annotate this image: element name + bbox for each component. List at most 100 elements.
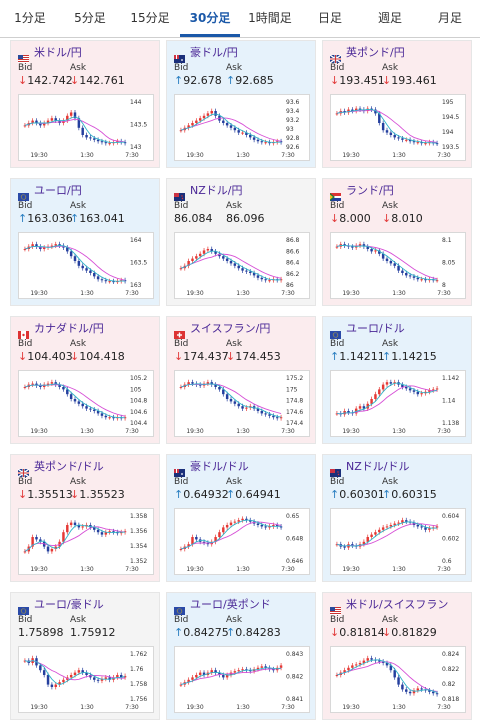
currency-pair-link[interactable]: 米ドル/円 [34, 46, 82, 59]
mini-chart[interactable]: 86.8 86.6 86.4 86.2 86 19:30 1:30 7:30 [174, 232, 310, 299]
ma-short-line [180, 519, 282, 550]
down-arrow-icon: ↓ [330, 212, 340, 225]
rate-card[interactable]: 米ドル/スイスフラン Bid Ask ↓0.81814 ↓0.81829 0.824 0.8… [322, 592, 472, 720]
ma-long-line [180, 253, 282, 279]
price-values: ↑1.14211 ↑1.14215 [330, 350, 466, 364]
candle-bull [397, 522, 400, 524]
currency-pair-link[interactable]: NZドル/ドル [346, 460, 410, 473]
mini-chart[interactable]: 1.358 1.356 1.354 1.352 19:30 1:30 7:30 [18, 508, 154, 575]
y-tick-label: 104.6 [130, 409, 147, 416]
candle-bear [100, 413, 104, 416]
currency-pair-link[interactable]: 豪ドル/ドル [190, 460, 249, 473]
ask-label: Ask [382, 339, 399, 349]
candle-bull [374, 394, 377, 399]
bid-label: Bid [18, 201, 33, 211]
x-tick-label: 19:30 [186, 428, 203, 435]
candlestick-chart: 164 163.5 163 19:30 1:30 7:30 [23, 237, 147, 297]
currency-pair-link[interactable]: ランド/円 [346, 184, 394, 197]
tab-7[interactable]: 月足 [437, 11, 462, 25]
currency-pair-link[interactable]: ユーロ/豪ドル [34, 598, 104, 611]
candle-bear [362, 406, 366, 409]
flag-icon [330, 600, 341, 615]
flag-icon [330, 324, 341, 339]
mini-chart[interactable]: 0.824 0.822 0.82 0.818 19:30 1:30 7:30 [330, 646, 466, 713]
mini-chart[interactable]: 195 194.5 194 193.5 19:30 1:30 7:30 [330, 94, 466, 161]
rate-card[interactable]: ユーロ/英ポンド Bid Ask ↑0.84275 ↑0.84283 0.843 0.842… [166, 592, 316, 720]
flag-icon [18, 324, 29, 339]
rate-card[interactable]: NZドル/円 Bid Ask 86.084 86.096 86.8 86.6 86.4 86.2… [166, 178, 316, 306]
currency-pair-link[interactable]: ユーロ/円 [34, 184, 82, 197]
candle-bull [431, 389, 435, 391]
tab-5[interactable]: 日足 [317, 11, 342, 25]
mini-chart[interactable]: 105.2 105 104.8 104.6 104.4 19:30 1:30 7:30 [18, 370, 154, 437]
mini-chart[interactable]: 164 163.5 163 19:30 1:30 7:30 [18, 232, 154, 299]
rate-card[interactable]: 豪ドル/円 Bid Ask ↑92.678 ↑92.685 93.6 93.4 93.2 93 9… [166, 40, 316, 168]
candle-bear [100, 279, 104, 281]
rate-card[interactable]: NZドル/ドル Bid Ask ↑0.60301 ↑0.60315 0.604 0.602 0… [322, 454, 472, 582]
rate-card[interactable]: ユーロ/豪ドル Bid Ask 1.75898 1.75912 1.762 1.76 1.75… [10, 592, 160, 720]
currency-pair-link[interactable]: ユーロ/英ポンド [190, 598, 271, 611]
candle-bear [69, 251, 73, 257]
candle-bear [343, 546, 346, 548]
rate-card[interactable]: スイスフラン/円 Bid Ask ↓174.437 ↓174.453 175.2 175 17… [166, 316, 316, 444]
candle-bear [256, 408, 260, 411]
rate-card[interactable]: 英ポンド/円 Bid Ask ↓193.451 ↓193.461 195 194.5 194 1… [322, 40, 472, 168]
mini-chart[interactable]: 175.2 175 174.8 174.6 174.4 19:30 1:30 7:30 [174, 370, 310, 437]
tab-3[interactable]: 30分足 [180, 0, 240, 37]
currency-pair-link[interactable]: スイスフラン/円 [190, 322, 271, 335]
down-arrow-icon: ↓ [382, 626, 392, 639]
flag-icon [174, 324, 185, 339]
price-labels: Bid Ask [330, 477, 466, 488]
tab-6[interactable]: 週足 [377, 11, 402, 25]
rate-card[interactable]: ユーロ/ドル Bid Ask ↑1.14211 ↑1.14215 1.142 1.14 1.1… [322, 316, 472, 444]
mini-chart[interactable]: 0.843 0.842 0.841 19:30 1:30 7:30 [174, 646, 310, 713]
y-tick-label: 86.6 [286, 248, 300, 255]
rate-card[interactable]: カナダドル/円 Bid Ask ↓104.403 ↓104.418 105.2 105 104… [10, 316, 160, 444]
rate-card[interactable]: 米ドル/円 Bid Ask ↓142.742 ↓142.761 144 143.5 143 19… [10, 40, 160, 168]
tab-4[interactable]: 1時間足 [248, 11, 292, 25]
candle-bear [100, 141, 104, 143]
timeframe-tabs: 1分足 5分足 15分足 30分足 1時間足 日足 週足 月足 [0, 0, 480, 38]
currency-pair-link[interactable]: 英ポンド/ドル [34, 460, 104, 473]
currency-pair-link[interactable]: カナダドル/円 [34, 322, 104, 335]
candle-bull [69, 112, 73, 116]
mini-chart[interactable]: 0.65 0.648 0.646 19:30 1:30 7:30 [174, 508, 310, 575]
candle-bull [195, 675, 198, 678]
rate-card[interactable]: ランド/円 Bid Ask ↓8.000 ↓8.010 8.1 8.05 8 19:30 1:30… [322, 178, 472, 306]
card-title: 豪ドル/円 [174, 45, 238, 63]
currency-pair-link[interactable]: 米ドル/スイスフラン [346, 598, 449, 611]
x-tick-label: 19:30 [30, 566, 47, 573]
mini-chart[interactable]: 1.762 1.76 1.758 1.756 19:30 1:30 7:30 [18, 646, 154, 713]
price-values: ↓174.437 ↓174.453 [174, 350, 310, 364]
candle-bear [435, 143, 439, 145]
ask-price: 1.35523 [79, 488, 125, 501]
mini-chart[interactable]: 93.6 93.4 93.2 93 92.8 92.6 19:30 1:30 7:30 [174, 94, 310, 161]
y-tick-label: 174.6 [286, 409, 303, 416]
mini-chart[interactable]: 8.1 8.05 8 19:30 1:30 7:30 [330, 232, 466, 299]
mini-chart[interactable]: 144 143.5 143 19:30 1:30 7:30 [18, 94, 154, 161]
candle-bull [191, 677, 194, 680]
up-arrow-icon: ↑ [70, 212, 80, 225]
currency-pair-link[interactable]: ユーロ/ドル [346, 322, 405, 335]
candle-bull [62, 532, 65, 542]
rate-card[interactable]: 英ポンド/ドル Bid Ask ↓1.35513 ↓1.35523 1.358 1.356 1… [10, 454, 160, 582]
x-tick-label: 7:30 [437, 290, 451, 297]
mini-chart[interactable]: 0.604 0.602 0.6 19:30 1:30 7:30 [330, 508, 466, 575]
rate-card[interactable]: ユーロ/円 Bid Ask ↑163.036 ↑163.041 164 163.5 163 19… [10, 178, 160, 306]
candle-bear [272, 669, 275, 671]
bid-price: 0.64932 [183, 488, 229, 501]
rate-card[interactable]: 豪ドル/ドル Bid Ask ↑0.64932 ↑0.64941 0.65 0.648 0.6… [166, 454, 316, 582]
tab-2[interactable]: 15分足 [130, 11, 170, 25]
currency-pair-link[interactable]: NZドル/円 [190, 184, 243, 197]
mini-chart[interactable]: 1.142 1.14 1.138 19:30 1:30 7:30 [330, 370, 466, 437]
y-tick-label: 8.1 [442, 237, 452, 244]
tab-0[interactable]: 1分足 [14, 11, 46, 25]
candle-bear [343, 244, 346, 246]
bid-price: 0.60301 [339, 488, 385, 501]
down-arrow-icon: ↓ [382, 74, 392, 87]
candle-bear [385, 663, 389, 666]
ma-long-line [180, 521, 282, 550]
tab-1[interactable]: 5分足 [74, 11, 106, 25]
currency-pair-link[interactable]: 豪ドル/円 [190, 46, 238, 59]
currency-pair-link[interactable]: 英ポンド/円 [346, 46, 405, 59]
